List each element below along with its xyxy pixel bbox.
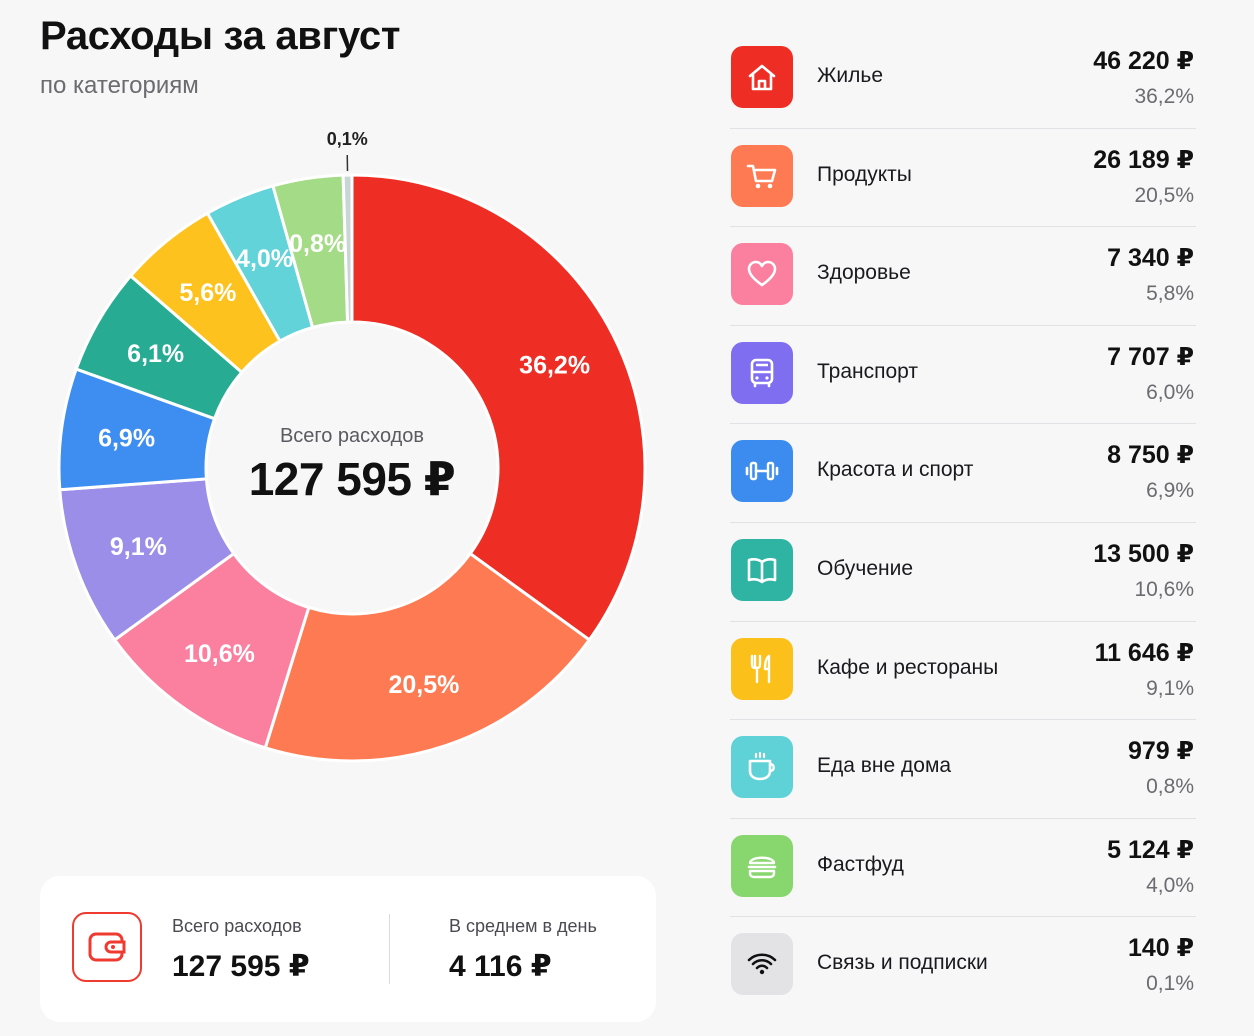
summary-total-value: 127 595 ₽: [172, 950, 310, 983]
donut-slice-label: 6,9%: [98, 424, 155, 452]
donut-slice-label: 36,2%: [519, 352, 590, 380]
summary-average-label: В среднем в день: [449, 916, 597, 936]
category-percent: 6,9%: [1146, 479, 1194, 503]
donut-slice-label: 5,6%: [179, 279, 236, 307]
category-percent: 9,1%: [1146, 676, 1194, 700]
summary-total-label: Всего расходов: [172, 916, 302, 936]
list-item[interactable]: Связь и подписки 140 ₽ 0,1%: [730, 917, 1196, 1016]
list-item[interactable]: Продукты 26 189 ₽ 20,5%: [730, 129, 1196, 228]
burger-icon: [731, 834, 793, 897]
category-percent: 5,8%: [1146, 282, 1194, 306]
category-name: Кафе и рестораны: [817, 655, 999, 679]
donut-slice-label: 20,5%: [388, 671, 459, 699]
category-percent: 6,0%: [1146, 380, 1194, 404]
bus-icon: [731, 341, 793, 404]
list-item[interactable]: Обучение 13 500 ₽ 10,6%: [730, 523, 1196, 622]
category-amount: 7 340 ₽: [1107, 244, 1194, 273]
cup-icon: [731, 736, 793, 799]
page-subtitle: по категориям: [40, 72, 199, 99]
category-amount: 11 646 ₽: [1094, 638, 1194, 667]
wallet-icon: [72, 912, 142, 982]
list-item[interactable]: Еда вне дома 979 ₽ 0,8%: [730, 720, 1196, 819]
category-name: Фастфуд: [817, 852, 904, 876]
category-name: Продукты: [817, 162, 912, 186]
category-amount: 979 ₽: [1127, 737, 1194, 766]
list-item[interactable]: Кафе и рестораны 11 646 ₽ 9,1%: [730, 622, 1196, 721]
summary-average-value: 4 116 ₽: [449, 950, 552, 983]
dumbbell-icon: [731, 440, 793, 503]
summary-card: Всего расходов 127 595 ₽ В среднем в ден…: [40, 876, 656, 1022]
donut-slice-label: 0,1%: [327, 129, 368, 149]
house-icon: [731, 46, 793, 108]
donut-center-label: Всего расходов: [279, 425, 425, 447]
category-amount: 13 500 ₽: [1093, 539, 1194, 568]
donut-center-value: 127 595 ₽: [248, 453, 456, 505]
category-name: Еда вне дома: [817, 754, 952, 778]
donut-slice: [350, 173, 647, 642]
category-list: Жилье 46 220 ₽ 36,2% Продукты 26 189 ₽ 2…: [730, 30, 1196, 1016]
donut-slice-label: 0,8%: [289, 230, 346, 258]
summary-divider: [389, 914, 390, 984]
fork-knife-icon: [731, 637, 793, 700]
category-amount: 5 124 ₽: [1107, 835, 1194, 864]
donut-slice-label: 9,1%: [110, 533, 167, 561]
category-amount: 8 750 ₽: [1107, 441, 1194, 470]
category-name: Связь и подписки: [817, 951, 988, 975]
category-name: Здоровье: [817, 261, 911, 285]
summary-total: Всего расходов 127 595 ₽: [172, 916, 310, 984]
donut-chart: 36,2% 20,5% 10,6% 9,1% 6,9% 6,1% 5,6%4,0%0,8% 0…: [57, 129, 647, 763]
cart-icon: [731, 144, 793, 207]
category-percent: 20,5%: [1134, 183, 1194, 207]
list-item[interactable]: Жилье 46 220 ₽ 36,2%: [730, 30, 1196, 129]
category-amount: 26 189 ₽: [1093, 145, 1194, 174]
list-item[interactable]: Здоровье 7 340 ₽ 5,8%: [730, 227, 1196, 326]
donut-slice-label: 4,0%: [236, 245, 293, 273]
category-name: Транспорт: [817, 359, 918, 383]
donut-slice-label: 6,1%: [127, 340, 184, 368]
category-percent: 4,0%: [1146, 873, 1194, 897]
list-item[interactable]: Красота и спорт 8 750 ₽ 6,9%: [730, 424, 1196, 523]
wifi-icon: [731, 933, 793, 996]
donut-slice: [341, 173, 354, 324]
category-percent: 0,8%: [1146, 775, 1194, 799]
donut-slice-label: 10,6%: [184, 640, 255, 668]
list-item[interactable]: Фастфуд 5 124 ₽ 4,0%: [730, 819, 1196, 918]
list-item[interactable]: Транспорт 7 707 ₽ 6,0%: [730, 326, 1196, 425]
summary-average: В среднем в день 4 116 ₽: [449, 916, 597, 984]
category-amount: 7 707 ₽: [1107, 342, 1194, 371]
category-name: Обучение: [817, 556, 914, 580]
category-percent: 10,6%: [1134, 577, 1194, 601]
donut-slice: [263, 551, 592, 763]
category-amount: 140 ₽: [1127, 934, 1194, 963]
heart-icon: [731, 243, 793, 306]
category-name: Жилье: [817, 64, 883, 87]
book-icon: [731, 538, 793, 601]
category-amount: 46 220 ₽: [1093, 47, 1194, 75]
category-name: Красота и спорт: [817, 458, 974, 482]
page-title: Расходы за август: [40, 14, 401, 58]
category-percent: 0,1%: [1146, 972, 1194, 996]
category-percent: 36,2%: [1134, 85, 1194, 108]
